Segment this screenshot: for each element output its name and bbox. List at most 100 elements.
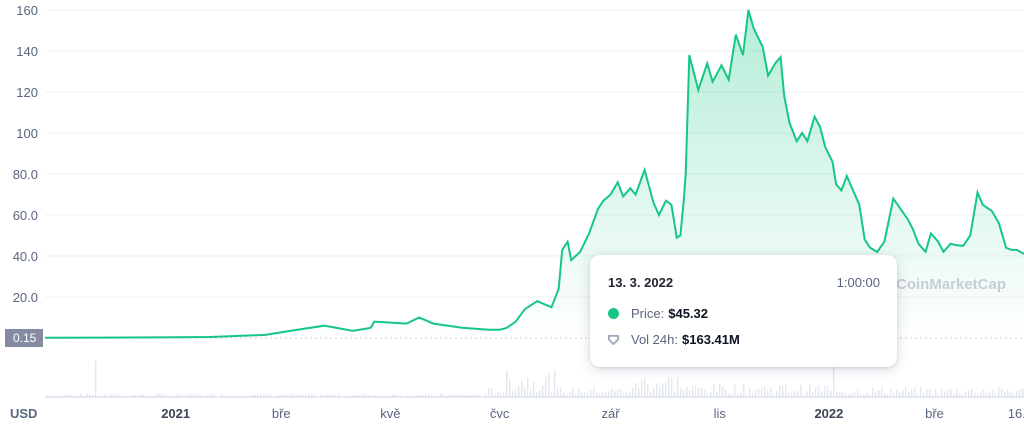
volume-bar bbox=[683, 390, 685, 397]
volume-bar bbox=[971, 388, 973, 397]
x-tick-label: bře bbox=[272, 406, 291, 421]
volume-bar bbox=[263, 394, 265, 397]
volume-bar bbox=[668, 377, 670, 397]
volume-bar bbox=[764, 386, 766, 397]
volume-bar bbox=[176, 394, 178, 397]
volume-bar bbox=[314, 394, 316, 397]
volume-bar bbox=[305, 394, 307, 397]
volume-bar bbox=[560, 387, 562, 397]
volume-bar bbox=[89, 395, 91, 397]
volume-bar bbox=[725, 390, 727, 397]
volume-bar bbox=[188, 393, 190, 397]
volume-bar bbox=[800, 384, 802, 397]
volume-bar bbox=[656, 383, 658, 397]
volume-bar bbox=[872, 388, 874, 397]
volume-bar bbox=[1010, 391, 1012, 397]
volume-bar bbox=[542, 385, 544, 397]
volume-bar bbox=[371, 395, 373, 397]
volume-bar bbox=[62, 395, 64, 397]
volume-bar bbox=[992, 389, 994, 397]
volume-bar bbox=[80, 393, 82, 397]
volume-bar bbox=[605, 392, 607, 397]
volume-bar bbox=[623, 393, 625, 397]
volume-bar bbox=[425, 393, 427, 397]
x-tick-label: 2021 bbox=[161, 406, 190, 421]
volume-bar bbox=[308, 393, 310, 397]
volume-bar bbox=[965, 391, 967, 397]
volume-bar bbox=[203, 395, 205, 397]
volume-bar bbox=[509, 378, 511, 397]
volume-bar bbox=[821, 391, 823, 397]
volume-bar bbox=[1016, 390, 1018, 397]
tooltip-price-label: Price: bbox=[631, 306, 665, 321]
volume-bar bbox=[119, 395, 121, 397]
volume-bar bbox=[908, 391, 910, 397]
volume-bar bbox=[125, 395, 127, 397]
volume-bar bbox=[734, 384, 736, 397]
volume-bar bbox=[902, 390, 904, 397]
volume-bar bbox=[1004, 391, 1006, 397]
volume-bar bbox=[743, 383, 745, 397]
volume-bar bbox=[935, 388, 937, 397]
volume-bar bbox=[926, 388, 928, 397]
volume-bar bbox=[323, 395, 325, 397]
volume-bar bbox=[701, 387, 703, 397]
volume-bar bbox=[68, 395, 70, 397]
volume-bar bbox=[629, 391, 631, 397]
volume-bar bbox=[326, 394, 328, 397]
volume-bar bbox=[77, 395, 79, 397]
volume-bar bbox=[224, 395, 226, 397]
volume-bar bbox=[572, 387, 574, 397]
volume-bar bbox=[773, 394, 775, 397]
volume-bar bbox=[182, 395, 184, 397]
volume-bars bbox=[47, 360, 1024, 397]
volume-bar bbox=[779, 386, 781, 397]
volume-bar bbox=[419, 395, 421, 397]
volume-bar bbox=[149, 395, 151, 397]
volume-bar bbox=[737, 394, 739, 397]
x-tick-label: lis bbox=[714, 406, 727, 421]
volume-bar bbox=[320, 394, 322, 397]
volume-bar bbox=[488, 387, 490, 397]
x-tick-label: 2022 bbox=[814, 406, 843, 421]
tooltip-date: 13. 3. 2022 bbox=[608, 275, 674, 290]
volume-bar bbox=[578, 389, 580, 397]
volume-bar bbox=[890, 389, 892, 397]
volume-bar bbox=[680, 388, 682, 397]
volume-bar bbox=[191, 393, 193, 397]
volume-bar bbox=[689, 389, 691, 397]
volume-bar bbox=[953, 394, 955, 397]
volume-bar bbox=[302, 395, 304, 397]
volume-bar bbox=[524, 387, 526, 397]
chart-tooltip: 13. 3. 2022 1:00:00 Price: $45.32 Vol 24h… bbox=[590, 255, 897, 367]
volume-bar bbox=[980, 391, 982, 397]
volume-bar bbox=[293, 395, 295, 397]
volume-bar bbox=[446, 395, 448, 397]
volume-bar bbox=[851, 392, 853, 397]
volume-bar bbox=[515, 388, 517, 397]
volume-bar bbox=[647, 383, 649, 397]
volume-bar bbox=[740, 392, 742, 397]
volume-bar bbox=[956, 389, 958, 397]
volume-bar bbox=[662, 383, 664, 397]
volume-bar bbox=[710, 391, 712, 397]
volume-bar bbox=[596, 392, 598, 397]
volume-bar bbox=[719, 383, 721, 397]
volume-bar bbox=[896, 389, 898, 397]
x-tick-label: bře bbox=[925, 406, 944, 421]
volume-bar bbox=[530, 390, 532, 397]
volume-bar bbox=[104, 394, 106, 397]
volume-bar bbox=[311, 393, 313, 397]
x-tick-label: 16. bbox=[1008, 406, 1024, 421]
volume-shield-icon bbox=[608, 334, 619, 345]
volume-bar bbox=[110, 393, 112, 397]
volume-bar bbox=[461, 394, 463, 397]
volume-bar bbox=[581, 393, 583, 397]
y-tick-label: 120 bbox=[16, 85, 38, 100]
volume-bar bbox=[143, 394, 145, 397]
volume-bar bbox=[428, 393, 430, 397]
volume-bar bbox=[995, 393, 997, 397]
volume-bar bbox=[74, 394, 76, 397]
volume-bar bbox=[194, 395, 196, 397]
y-tick-label: 100 bbox=[16, 126, 38, 141]
